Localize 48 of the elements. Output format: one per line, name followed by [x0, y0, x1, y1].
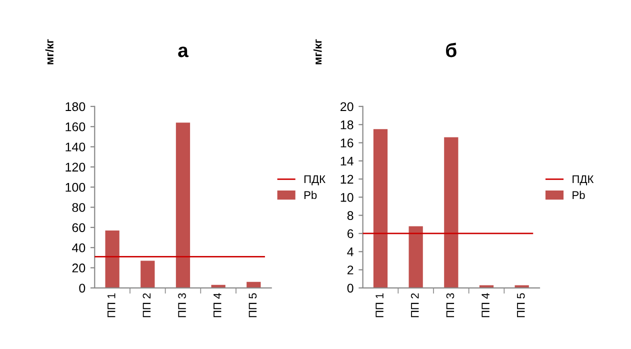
- y-tick-label: 40: [72, 243, 86, 252]
- bar: [176, 122, 190, 288]
- chart-title: а: [178, 46, 189, 58]
- legend-label: Pb: [572, 190, 585, 200]
- y-tick-label: 100: [66, 182, 86, 192]
- y-tick-label: 8: [347, 211, 354, 220]
- y-tick-label: 120: [66, 162, 86, 172]
- y-tick-label: 60: [72, 223, 86, 232]
- bar: [408, 226, 423, 288]
- y-tick-label: 180: [66, 102, 86, 112]
- bar: [140, 260, 155, 288]
- bar: [514, 285, 529, 288]
- bar: [105, 230, 120, 288]
- x-tick-label: ПП 5: [517, 293, 525, 318]
- y-tick-label: 160: [66, 122, 86, 132]
- y-tick-label: 10: [340, 192, 354, 202]
- x-tick-label: ПП 2: [142, 293, 151, 318]
- legend-label: ПДК: [572, 175, 594, 186]
- y-tick-label: 2: [347, 266, 354, 274]
- y-tick-label: 18: [340, 120, 354, 130]
- y-tick-label: 80: [72, 203, 86, 212]
- legend-label: ПДК: [304, 175, 326, 186]
- x-tick-label: ПП 1: [108, 293, 116, 318]
- chart-title: б: [446, 42, 456, 58]
- bar: [373, 129, 388, 288]
- y-tick-label: 0: [347, 284, 354, 293]
- y-tick-label: 20: [72, 264, 86, 272]
- x-tick-label: ПП 1: [376, 293, 384, 318]
- x-tick-label: ПП 4: [482, 293, 490, 318]
- y-tick-label: 16: [340, 138, 354, 148]
- x-tick-label: ПП 3: [178, 293, 186, 318]
- y-tick-label: 4: [347, 248, 354, 256]
- x-tick-label: ПП 4: [214, 293, 222, 318]
- x-tick-label: ПП 3: [446, 293, 454, 318]
- y-tick-label: 6: [347, 229, 354, 238]
- x-tick-label: ПП 2: [410, 293, 419, 318]
- y-tick-label: 20: [340, 102, 354, 112]
- y-tick-label: 0: [79, 284, 86, 293]
- bar: [479, 285, 494, 288]
- y-axis-title: мг/кг: [313, 39, 322, 64]
- bar: [246, 282, 261, 288]
- y-tick-label: 140: [66, 142, 86, 152]
- y-axis-title: мг/кг: [45, 39, 54, 64]
- legend-label: Pb: [304, 190, 317, 200]
- y-tick-label: 14: [340, 156, 354, 166]
- y-tick-label: 12: [340, 174, 354, 184]
- x-tick-label: ПП 5: [248, 293, 257, 318]
- bar: [444, 137, 458, 288]
